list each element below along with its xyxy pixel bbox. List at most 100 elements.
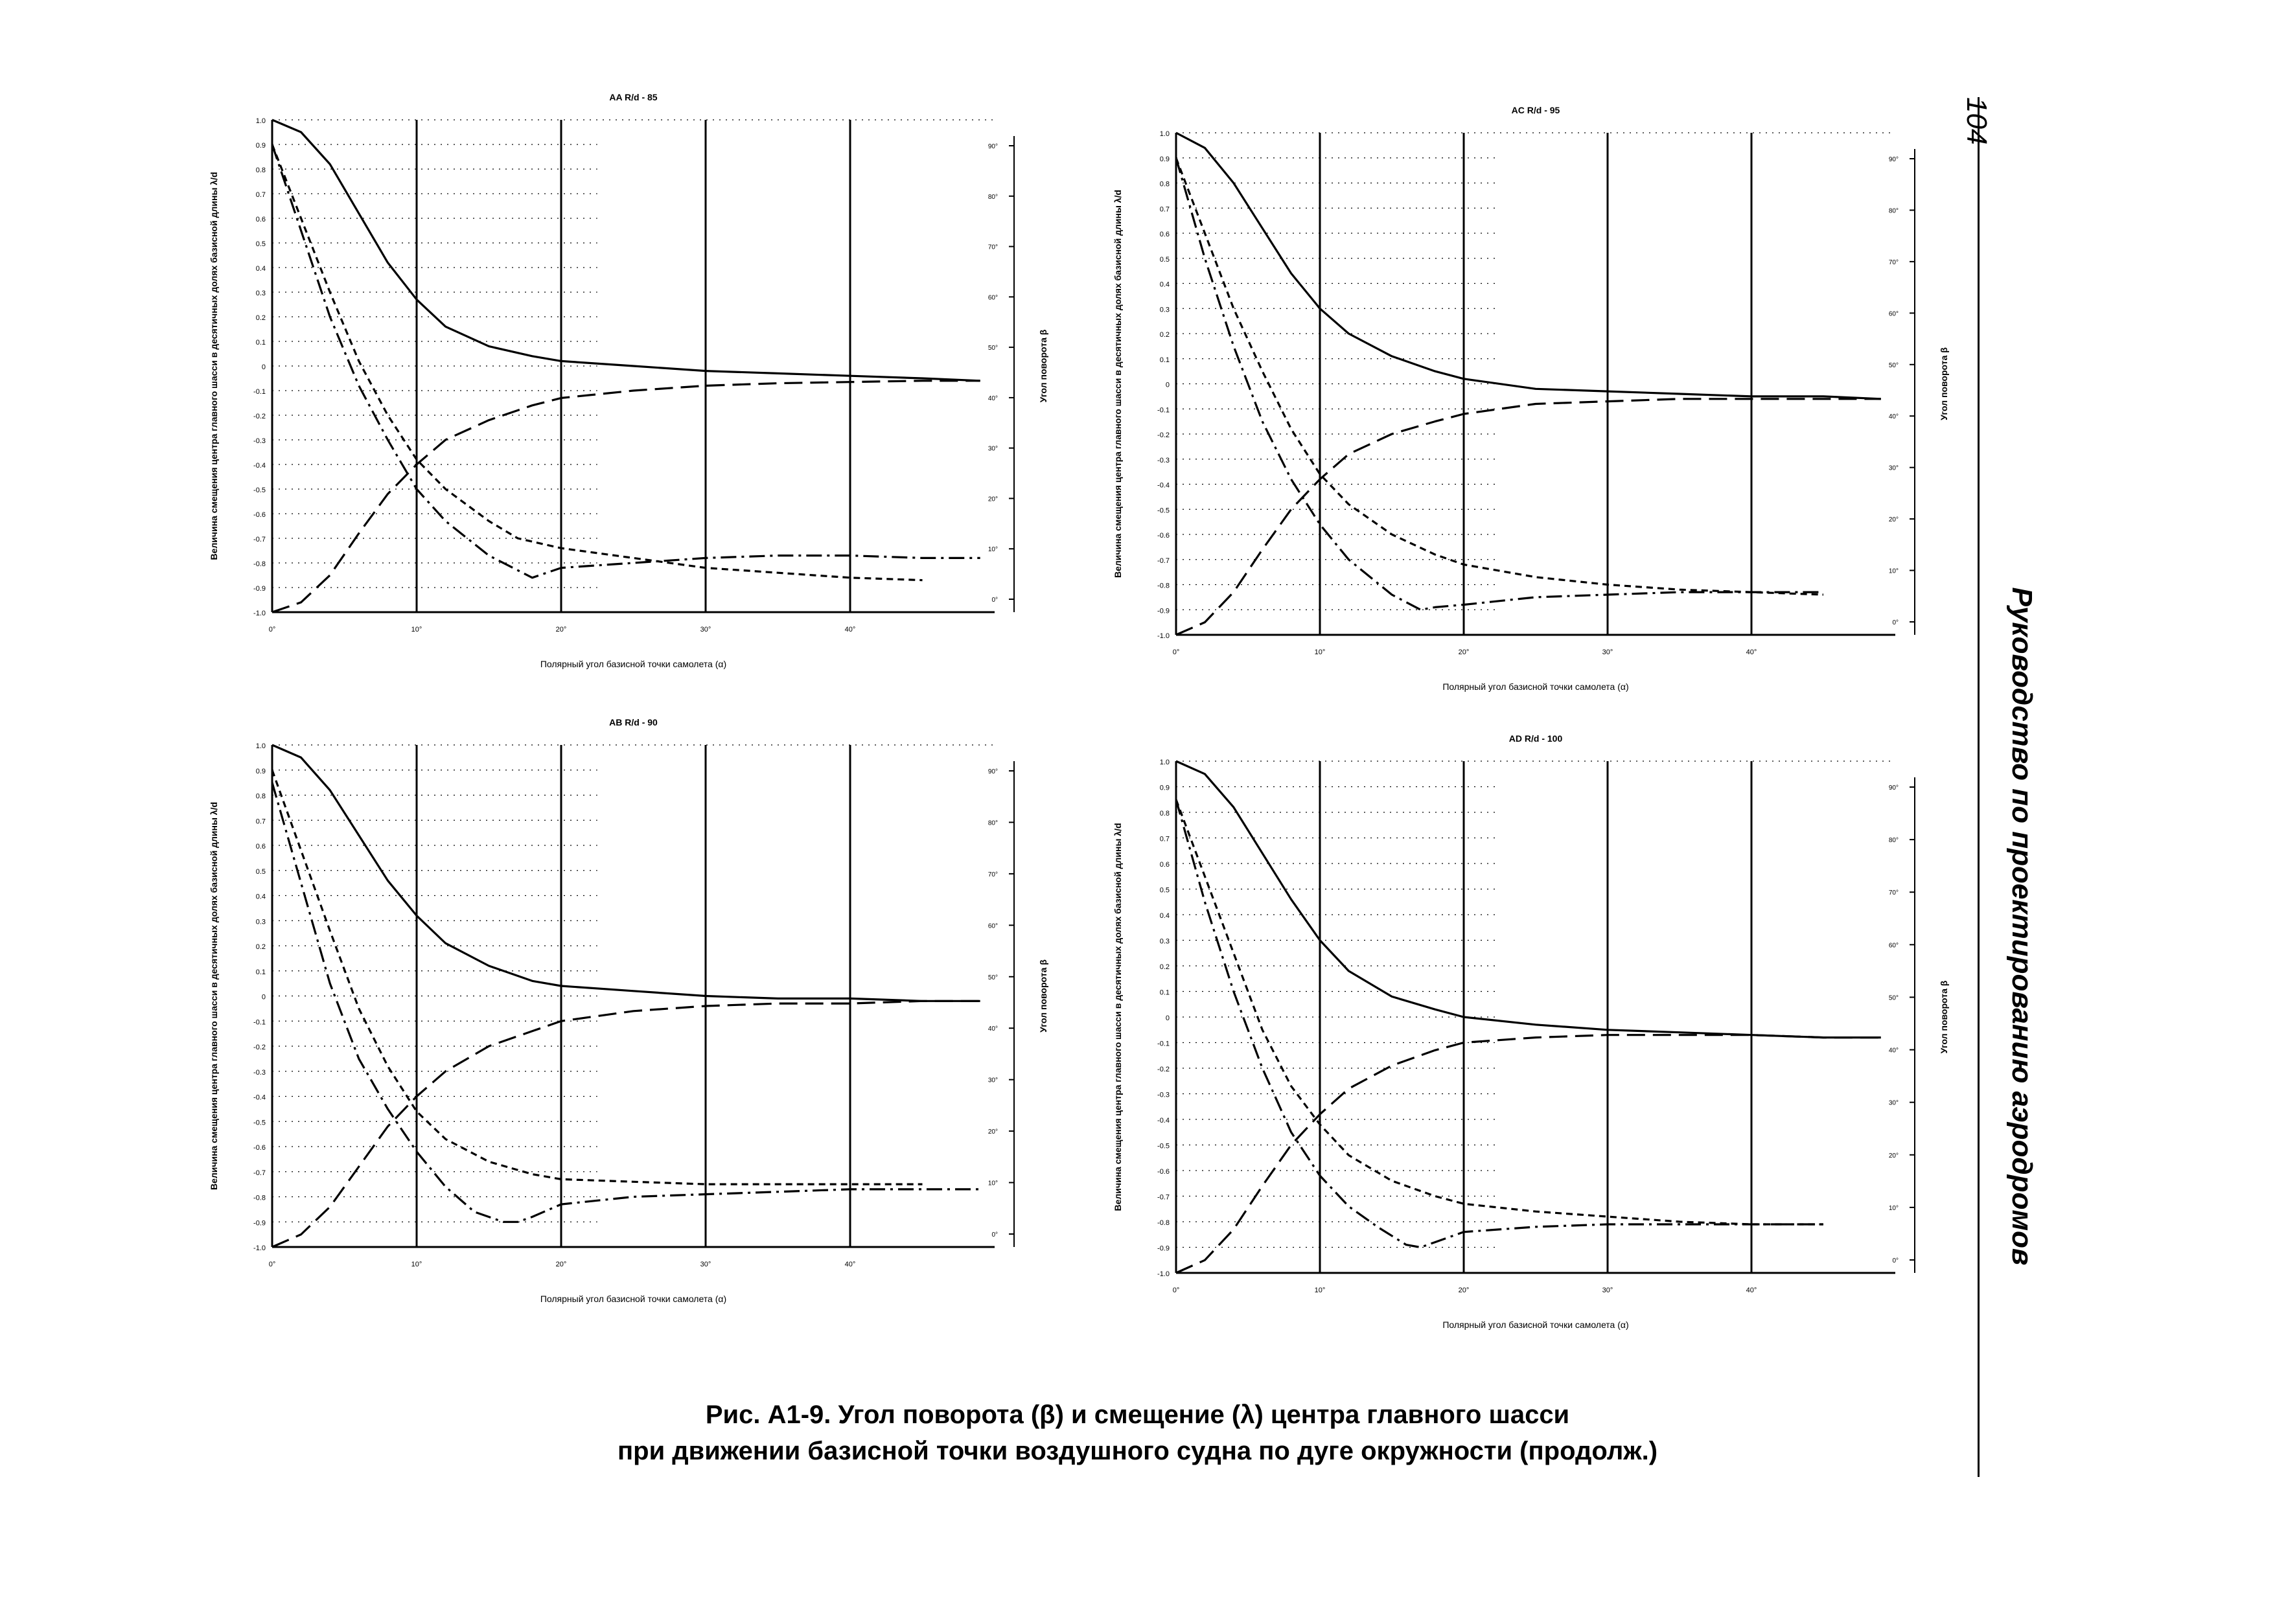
series-line-shortdash xyxy=(1175,157,1824,596)
x-axis-label: Полярный угол базисной точки самолета (α… xyxy=(1442,681,1628,692)
series-line-dashdot xyxy=(271,782,980,1223)
figure-caption-line-1: Рис. А1-9. Угол поворота (β) и смещение … xyxy=(705,1401,1570,1429)
y-tick-label: -0.7 xyxy=(253,1169,266,1177)
x-axis-label: Полярный угол базисной точки самолета (α… xyxy=(540,659,726,669)
x-tick-label: 20° xyxy=(1459,1287,1470,1294)
y2-tick-label: 20° xyxy=(988,496,998,503)
y-tick-label: -0.6 xyxy=(1157,532,1170,540)
y-tick-label: 0.3 xyxy=(256,918,266,926)
y-tick-label: -0.9 xyxy=(1157,607,1170,615)
y-tick-label: 0.8 xyxy=(1160,181,1170,189)
chart-title: AC R/d - 95 xyxy=(1512,105,1560,115)
y2-tick-label: 10° xyxy=(988,546,998,553)
series-line-dashdot xyxy=(271,144,980,579)
y-tick-label: 1.0 xyxy=(1160,130,1170,138)
series-line-shortdash xyxy=(1175,799,1823,1226)
series-line-longdash xyxy=(1175,398,1881,636)
y-tick-label: -0.9 xyxy=(1157,1245,1170,1253)
y2-tick-label: 40° xyxy=(988,395,998,402)
y2-tick-label: 10° xyxy=(988,1180,998,1187)
y-tick-label: 0.2 xyxy=(256,943,266,951)
y-tick-label: -0.7 xyxy=(1157,1194,1170,1202)
y-tick-label: 0.7 xyxy=(1160,836,1170,843)
y-tick-label: -1.0 xyxy=(1157,1270,1170,1278)
y2-tick-label: 20° xyxy=(988,1128,998,1136)
y-tick-label: 0.7 xyxy=(256,818,266,825)
y-axis-label: Величина смещения центра главного шасси … xyxy=(209,172,219,560)
y-tick-label: -0.5 xyxy=(1157,1143,1170,1150)
y-tick-label: 0.3 xyxy=(1160,306,1170,314)
y-tick-label: -0.9 xyxy=(253,585,266,593)
y2-tick-label: 70° xyxy=(988,871,998,878)
x-tick-label: 40° xyxy=(1746,1287,1757,1294)
x-tick-label: 20° xyxy=(556,626,567,634)
y-tick-label: -1.0 xyxy=(253,610,266,617)
y-tick-label: -0.6 xyxy=(253,1144,266,1152)
y2-tick-label: 60° xyxy=(988,922,998,930)
y-tick-label: 0 xyxy=(1166,382,1170,389)
y2-tick-label: 80° xyxy=(988,194,998,201)
x-tick-label: 30° xyxy=(1602,1287,1613,1294)
y-tick-label: -0.8 xyxy=(253,560,266,568)
x-axis-label: Полярный угол базисной точки самолета (α… xyxy=(1442,1320,1628,1330)
y-tick-label: -0.4 xyxy=(1157,482,1170,490)
y-tick-label: 1.0 xyxy=(1160,759,1170,766)
y2-tick-label: 90° xyxy=(1889,784,1899,792)
y-tick-label: 1.0 xyxy=(256,117,266,125)
y2-tick-label: 40° xyxy=(1889,1047,1899,1055)
y2-tick-label: 70° xyxy=(988,244,998,251)
x-tick-label: 0° xyxy=(269,626,276,634)
y-tick-label: 0 xyxy=(1166,1014,1170,1022)
y2-tick-label: 20° xyxy=(1889,516,1899,523)
y2-tick-label: 50° xyxy=(1889,362,1899,369)
x-tick-label: 40° xyxy=(1746,648,1757,656)
y2-tick-label: 0° xyxy=(1892,1257,1899,1264)
y2-tick-label: 80° xyxy=(1889,837,1899,844)
x-tick-label: 10° xyxy=(1315,1287,1326,1294)
y2-tick-label: 90° xyxy=(988,143,998,150)
y2-tick-label: 90° xyxy=(1889,156,1899,163)
y2-tick-label: 10° xyxy=(1889,568,1899,575)
x-tick-label: 0° xyxy=(1173,1287,1180,1294)
figure-caption-line-2: при движении базисной точки воздушного с… xyxy=(617,1437,1658,1465)
x-tick-label: 0° xyxy=(1173,648,1180,656)
y2-tick-label: 30° xyxy=(1889,465,1899,472)
series-line-solid xyxy=(1175,132,1881,400)
y-tick-label: -0.8 xyxy=(1157,1219,1170,1227)
x-tick-label: 0° xyxy=(269,1261,276,1268)
y2-tick-label: 80° xyxy=(988,819,998,827)
y2-tick-label: 60° xyxy=(988,294,998,301)
y-tick-label: 0.9 xyxy=(256,768,266,775)
y-tick-label: -0.8 xyxy=(1157,582,1170,590)
x-tick-label: 40° xyxy=(845,626,856,634)
y-tick-label: -0.8 xyxy=(253,1195,266,1202)
series-line-longdash xyxy=(271,1000,980,1248)
y-tick-label: -0.6 xyxy=(253,511,266,519)
y2-tick-label: 40° xyxy=(1889,413,1899,420)
y-tick-label: -0.3 xyxy=(1157,457,1170,464)
y-tick-label: 0.8 xyxy=(1160,810,1170,818)
y-tick-label: 0.9 xyxy=(1160,784,1170,792)
y2-tick-label: 20° xyxy=(1889,1152,1899,1160)
y-tick-label: 0.2 xyxy=(1160,331,1170,339)
y-tick-label: -1.0 xyxy=(253,1244,266,1252)
y-tick-label: -0.4 xyxy=(253,1094,266,1102)
y-tick-label: -0.2 xyxy=(253,1044,266,1051)
page-number: 104 xyxy=(1961,97,1992,145)
y-tick-label: 0.1 xyxy=(256,339,266,347)
y-tick-label: 0.8 xyxy=(256,793,266,801)
y2-tick-label: 30° xyxy=(988,1077,998,1084)
secondary-y-axis-label: Угол поворота β xyxy=(1939,347,1949,420)
y-tick-label: 0.1 xyxy=(1160,989,1170,997)
y2-tick-label: 50° xyxy=(1889,994,1899,1001)
chart-title: AA R/d - 85 xyxy=(609,92,657,102)
secondary-y-axis-label: Угол поворота β xyxy=(1939,980,1949,1053)
x-tick-label: 30° xyxy=(700,626,711,634)
chart-title: AD R/d - 100 xyxy=(1509,733,1563,744)
y2-tick-label: 80° xyxy=(1889,207,1899,214)
secondary-y-axis-label: Угол поворота β xyxy=(1038,329,1048,402)
y-tick-label: 0.4 xyxy=(256,893,266,901)
y2-tick-label: 50° xyxy=(988,345,998,352)
